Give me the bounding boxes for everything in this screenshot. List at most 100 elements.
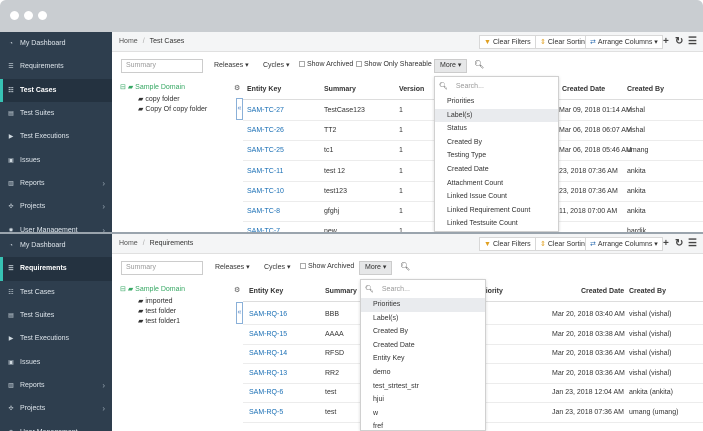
- show-archived-checkbox[interactable]: Show Archived: [300, 263, 354, 270]
- more-option[interactable]: test_strtest_str: [373, 382, 419, 390]
- cycles-dropdown[interactable]: Cycles ▾: [264, 264, 291, 271]
- sidebar-item-projects[interactable]: ✣ Projects ›: [0, 397, 112, 420]
- sidebar-item-test-suites[interactable]: ▤ Test Suites: [0, 304, 112, 327]
- releases-dropdown[interactable]: Releases ▾: [215, 264, 250, 271]
- more-dropdown-button[interactable]: More ▾: [434, 59, 468, 73]
- more-option[interactable]: Status: [447, 125, 467, 133]
- sidebar-item-user-management[interactable]: ✸ User Management ›: [0, 420, 112, 431]
- column-header-version[interactable]: Version: [399, 86, 425, 93]
- collapse-tree-button[interactable]: «: [236, 302, 243, 324]
- search-icon[interactable]: 🔍︎: [400, 262, 411, 271]
- entity-key-link[interactable]: SAM-TC-25: [247, 147, 284, 155]
- more-option[interactable]: Created By: [373, 328, 409, 336]
- more-option[interactable]: Entity Key: [373, 355, 405, 363]
- tree-node[interactable]: ▰ copy folder: [138, 95, 180, 103]
- refresh-icon[interactable]: ↻: [675, 36, 684, 47]
- sidebar-item-issues[interactable]: ▣ Issues: [0, 148, 112, 171]
- more-option[interactable]: Linked Issue Count: [447, 193, 507, 201]
- more-option[interactable]: Linked Requirement Count: [447, 206, 531, 214]
- entity-key-link[interactable]: SAM-RQ-5: [249, 409, 284, 416]
- cycles-dropdown[interactable]: Cycles ▾: [263, 62, 290, 69]
- sidebar-item-test-cases[interactable]: ☷ Test Cases: [0, 78, 112, 102]
- column-header-created-by[interactable]: Created By: [627, 86, 664, 93]
- sidebar-item-my-dashboard[interactable]: ◔ My Dashboard: [0, 234, 112, 257]
- entity-key-link[interactable]: SAM-TC-26: [247, 127, 284, 135]
- collapse-tree-button[interactable]: «: [236, 98, 243, 120]
- entity-key-link[interactable]: SAM-TC-27: [247, 107, 284, 114]
- more-option[interactable]: Linked Testsuite Count: [447, 220, 518, 228]
- sidebar-item-issues[interactable]: ▣ Issues: [0, 350, 112, 373]
- tree-node[interactable]: ▰ test folder: [138, 307, 176, 315]
- settings-icon[interactable]: ☰: [688, 238, 697, 249]
- window-dot-icon[interactable]: [24, 11, 33, 20]
- entity-key-link[interactable]: SAM-TC-7: [247, 228, 281, 232]
- show-shareable-checkbox[interactable]: Show Only Shareable: [356, 61, 432, 68]
- more-option[interactable]: Testing Type: [447, 152, 487, 160]
- sidebar-item-user-management[interactable]: ✸ User Management ›: [0, 218, 112, 232]
- releases-dropdown[interactable]: Releases ▾: [214, 62, 249, 69]
- more-option[interactable]: hjui: [373, 396, 384, 404]
- column-header-summary[interactable]: Summary: [324, 86, 356, 93]
- search-icon[interactable]: 🔍︎: [474, 60, 485, 69]
- entity-key-link[interactable]: SAM-TC-8: [247, 208, 281, 215]
- clear-filters-button[interactable]: ▼ Clear Filters: [479, 237, 536, 251]
- entity-key-link[interactable]: SAM-RQ-13: [249, 369, 288, 377]
- more-search-field[interactable]: 🔍︎ Search...: [439, 79, 554, 93]
- sidebar-item-requirements[interactable]: ☰ Requirements: [0, 55, 112, 78]
- summary-search-input[interactable]: Summary: [121, 261, 203, 275]
- more-option[interactable]: Priorities: [447, 98, 475, 105]
- sidebar-item-test-executions[interactable]: ▶ Test Executions: [0, 327, 112, 350]
- summary-search-input[interactable]: Summary: [121, 59, 203, 73]
- clear-sorting-button[interactable]: ⇕ Clear Sorting: [535, 237, 594, 251]
- sidebar-item-reports[interactable]: ▥ Reports ›: [0, 374, 112, 397]
- more-option[interactable]: fref: [373, 423, 384, 431]
- tree-root[interactable]: ⊟ ▰ Sample Domain: [120, 286, 185, 293]
- clear-filters-button[interactable]: ▼ Clear Filters: [479, 35, 536, 49]
- window-dot-icon[interactable]: [38, 11, 47, 20]
- tree-gear-icon[interactable]: ⚙: [234, 287, 241, 294]
- arrange-columns-button[interactable]: ⇄ Arrange Columns ▾: [585, 35, 663, 49]
- more-option[interactable]: Priorities: [361, 298, 485, 312]
- more-dropdown-button[interactable]: More ▾: [359, 261, 393, 275]
- more-option[interactable]: Attachment Count: [447, 179, 504, 187]
- column-header-priority[interactable]: riority: [483, 288, 503, 295]
- show-archived-checkbox[interactable]: Show Archived: [299, 61, 353, 68]
- column-header-summary[interactable]: Summary: [325, 288, 357, 295]
- column-header-entity-key[interactable]: Entity Key: [249, 288, 284, 295]
- more-search-field[interactable]: 🔍︎ Search...: [365, 282, 481, 296]
- refresh-icon[interactable]: ↻: [675, 238, 684, 249]
- more-option[interactable]: demo: [373, 368, 391, 376]
- arrange-columns-button[interactable]: ⇄ Arrange Columns ▾: [585, 237, 663, 251]
- more-option[interactable]: Created By: [447, 138, 483, 146]
- sidebar-item-my-dashboard[interactable]: ◔ My Dashboard: [0, 32, 112, 55]
- sidebar-item-test-executions[interactable]: ▶ Test Executions: [0, 125, 112, 148]
- entity-key-link[interactable]: SAM-TC-10: [247, 187, 284, 195]
- sidebar-item-requirements[interactable]: ☰ Requirements: [0, 257, 112, 281]
- sidebar-item-test-cases[interactable]: ☷ Test Cases: [0, 281, 112, 304]
- add-icon[interactable]: +: [663, 36, 669, 47]
- breadcrumb-home[interactable]: Home: [119, 240, 138, 247]
- entity-key-link[interactable]: SAM-RQ-16: [249, 311, 288, 318]
- sidebar-item-projects[interactable]: ✣ Projects ›: [0, 195, 112, 218]
- window-dot-icon[interactable]: [10, 11, 19, 20]
- column-header-created-by[interactable]: Created By: [629, 288, 666, 295]
- sidebar-item-test-suites[interactable]: ▤ Test Suites: [0, 102, 112, 125]
- more-option[interactable]: Created Date: [447, 165, 489, 173]
- tree-gear-icon[interactable]: ⚙: [234, 85, 241, 92]
- entity-key-link[interactable]: SAM-RQ-15: [249, 330, 288, 338]
- column-header-created-date[interactable]: Created Date: [581, 288, 625, 295]
- entity-key-link[interactable]: SAM-RQ-14: [249, 350, 288, 358]
- more-option[interactable]: Created Date: [373, 341, 415, 349]
- more-option[interactable]: Label(s): [373, 314, 399, 322]
- entity-key-link[interactable]: SAM-TC-11: [247, 167, 284, 175]
- sidebar-item-reports[interactable]: ▥ Reports ›: [0, 172, 112, 195]
- more-option[interactable]: Label(s): [435, 108, 558, 123]
- entity-key-link[interactable]: SAM-RQ-6: [249, 389, 284, 397]
- table-row[interactable]: SAM-TC-7 new 1 hardik: [243, 222, 703, 232]
- tree-node[interactable]: ▰ imported: [138, 297, 173, 305]
- breadcrumb-home[interactable]: Home: [119, 38, 138, 45]
- tree-node[interactable]: ▰ Copy Of copy folder: [138, 105, 207, 113]
- add-icon[interactable]: +: [663, 238, 669, 249]
- more-option[interactable]: w: [373, 409, 379, 417]
- tree-root[interactable]: ⊟ ▰ Sample Domain: [120, 84, 185, 91]
